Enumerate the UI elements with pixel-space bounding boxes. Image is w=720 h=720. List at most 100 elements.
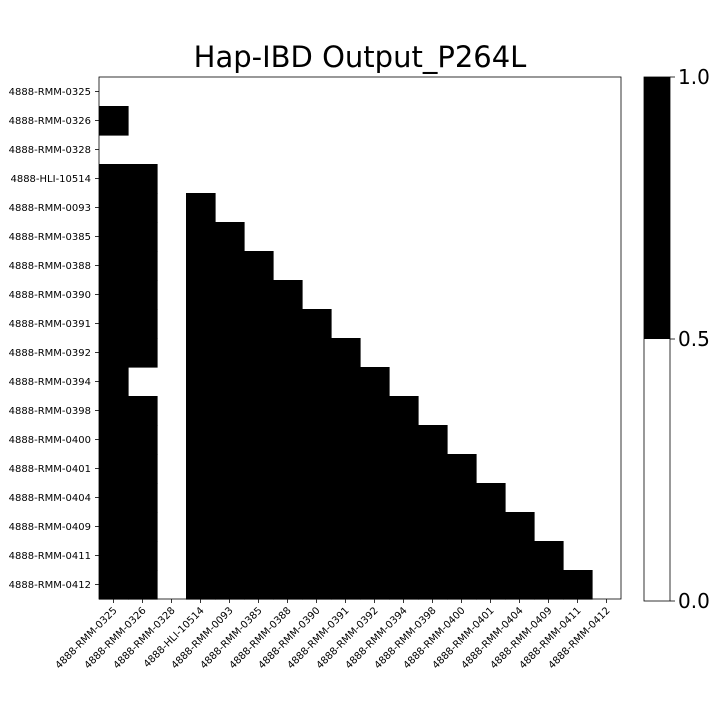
heatmap-cell-13-3 xyxy=(186,454,216,484)
heatmap-cell-14-8 xyxy=(331,483,361,513)
heatmap-cell-5-4 xyxy=(215,222,245,252)
heatmap-cell-16-5 xyxy=(244,541,274,571)
heatmap-cell-17-6 xyxy=(273,570,303,600)
heatmap-cell-13-11 xyxy=(418,454,448,484)
heatmap-cell-16-7 xyxy=(302,541,332,571)
heatmap-cell-16-1 xyxy=(128,541,158,571)
heatmap-cell-13-10 xyxy=(389,454,419,484)
heatmap-cell-4-1 xyxy=(128,193,158,223)
heatmap-cell-17-5 xyxy=(244,570,274,600)
heatmap-cell-12-10 xyxy=(389,425,419,455)
heatmap-cell-8-3 xyxy=(186,309,216,339)
heatmap-cell-11-5 xyxy=(244,396,274,426)
heatmap-cell-15-11 xyxy=(418,512,448,542)
y-tick-label: 4888-RMM-0401 xyxy=(9,464,91,475)
heatmap-cell-17-9 xyxy=(360,570,390,600)
heatmap-cell-16-15 xyxy=(534,541,564,571)
heatmap-cell-8-1 xyxy=(128,309,158,339)
heatmap-cell-4-0 xyxy=(99,193,129,223)
heatmap-cell-9-3 xyxy=(186,338,216,368)
heatmap-cell-12-11 xyxy=(418,425,448,455)
heatmap-cell-14-9 xyxy=(360,483,390,513)
heatmap-cell-15-1 xyxy=(128,512,158,542)
y-tick-label: 4888-RMM-0394 xyxy=(9,377,91,388)
heatmap-cell-14-0 xyxy=(99,483,129,513)
heatmap-cell-11-9 xyxy=(360,396,390,426)
heatmap-cell-14-4 xyxy=(215,483,245,513)
heatmap-cell-6-0 xyxy=(99,251,129,281)
heatmap-cell-10-6 xyxy=(273,367,303,397)
heatmap-cell-8-5 xyxy=(244,309,274,339)
heatmap-frame xyxy=(98,76,622,600)
heatmap-cell-14-3 xyxy=(186,483,216,513)
y-tick-label: 4888-RMM-0093 xyxy=(9,203,91,214)
heatmap-cell-17-14 xyxy=(505,570,535,600)
heatmap-cell-7-4 xyxy=(215,280,245,310)
y-tick-label: 4888-RMM-0385 xyxy=(9,232,91,243)
heatmap-cell-6-4 xyxy=(215,251,245,281)
heatmap-cell-15-0 xyxy=(99,512,129,542)
heatmap-cell-17-15 xyxy=(534,570,564,600)
y-tick-label: 4888-RMM-0400 xyxy=(9,435,91,446)
colorbar-segment-1 xyxy=(644,77,670,339)
heatmap-cell-11-7 xyxy=(302,396,332,426)
heatmap-cell-10-9 xyxy=(360,367,390,397)
heatmap-cell-16-6 xyxy=(273,541,303,571)
heatmap-cell-11-4 xyxy=(215,396,245,426)
heatmap-cell-16-13 xyxy=(476,541,506,571)
y-tick-label: 4888-RMM-0409 xyxy=(9,522,91,533)
heatmap-cell-13-0 xyxy=(99,454,129,484)
heatmap-cell-1-0 xyxy=(99,106,129,136)
heatmap-cell-16-4 xyxy=(215,541,245,571)
chart-title: Hap-IBD Output_P264L xyxy=(193,40,527,74)
heatmap-cell-14-10 xyxy=(389,483,419,513)
heatmap-cell-11-6 xyxy=(273,396,303,426)
heatmap-cell-16-10 xyxy=(389,541,419,571)
heatmap-cell-17-0 xyxy=(99,570,129,600)
heatmap-cell-14-5 xyxy=(244,483,274,513)
heatmap-cell-10-8 xyxy=(331,367,361,397)
heatmap-cell-12-1 xyxy=(128,425,158,455)
heatmap-cell-3-1 xyxy=(128,164,158,194)
heatmap-cell-3-0 xyxy=(99,164,129,194)
y-tick-label: 4888-RMM-0390 xyxy=(9,290,91,301)
heatmap-cell-12-8 xyxy=(331,425,361,455)
heatmap-cell-8-4 xyxy=(215,309,245,339)
heatmap-cell-6-3 xyxy=(186,251,216,281)
heatmap-cell-17-13 xyxy=(476,570,506,600)
y-tick-label: 4888-RMM-0404 xyxy=(9,493,91,504)
heatmap-cell-10-7 xyxy=(302,367,332,397)
heatmap-cell-9-8 xyxy=(331,338,361,368)
heatmap-cell-14-1 xyxy=(128,483,158,513)
heatmap-cell-13-6 xyxy=(273,454,303,484)
colorbar-tick-label: 1.0 xyxy=(678,65,710,89)
heatmap-cell-7-6 xyxy=(273,280,303,310)
heatmap-cell-5-3 xyxy=(186,222,216,252)
heatmap-cell-15-12 xyxy=(447,512,477,542)
heatmap-cell-15-3 xyxy=(186,512,216,542)
heatmap-cell-11-10 xyxy=(389,396,419,426)
heatmap-cell-8-7 xyxy=(302,309,332,339)
heatmap-cell-5-0 xyxy=(99,222,129,252)
heatmap-cell-12-4 xyxy=(215,425,245,455)
heatmap-cell-12-6 xyxy=(273,425,303,455)
heatmap-cell-16-9 xyxy=(360,541,390,571)
heatmap-cell-14-6 xyxy=(273,483,303,513)
heatmap-cell-15-14 xyxy=(505,512,535,542)
heatmap-cell-17-7 xyxy=(302,570,332,600)
heatmap-cell-16-0 xyxy=(99,541,129,571)
heatmap-cell-7-3 xyxy=(186,280,216,310)
colorbar-segment-0 xyxy=(644,339,670,601)
heatmap-cell-16-14 xyxy=(505,541,535,571)
heatmap-cell-14-7 xyxy=(302,483,332,513)
colorbar-tick-label: 0.5 xyxy=(678,327,710,351)
y-tick-label: 4888-RMM-0398 xyxy=(9,406,91,417)
heatmap-cell-16-3 xyxy=(186,541,216,571)
heatmap-cell-6-5 xyxy=(244,251,274,281)
heatmap-cell-13-4 xyxy=(215,454,245,484)
heatmap-cell-7-1 xyxy=(128,280,158,310)
heatmap-cell-11-1 xyxy=(128,396,158,426)
heatmap-cell-4-3 xyxy=(186,193,216,223)
